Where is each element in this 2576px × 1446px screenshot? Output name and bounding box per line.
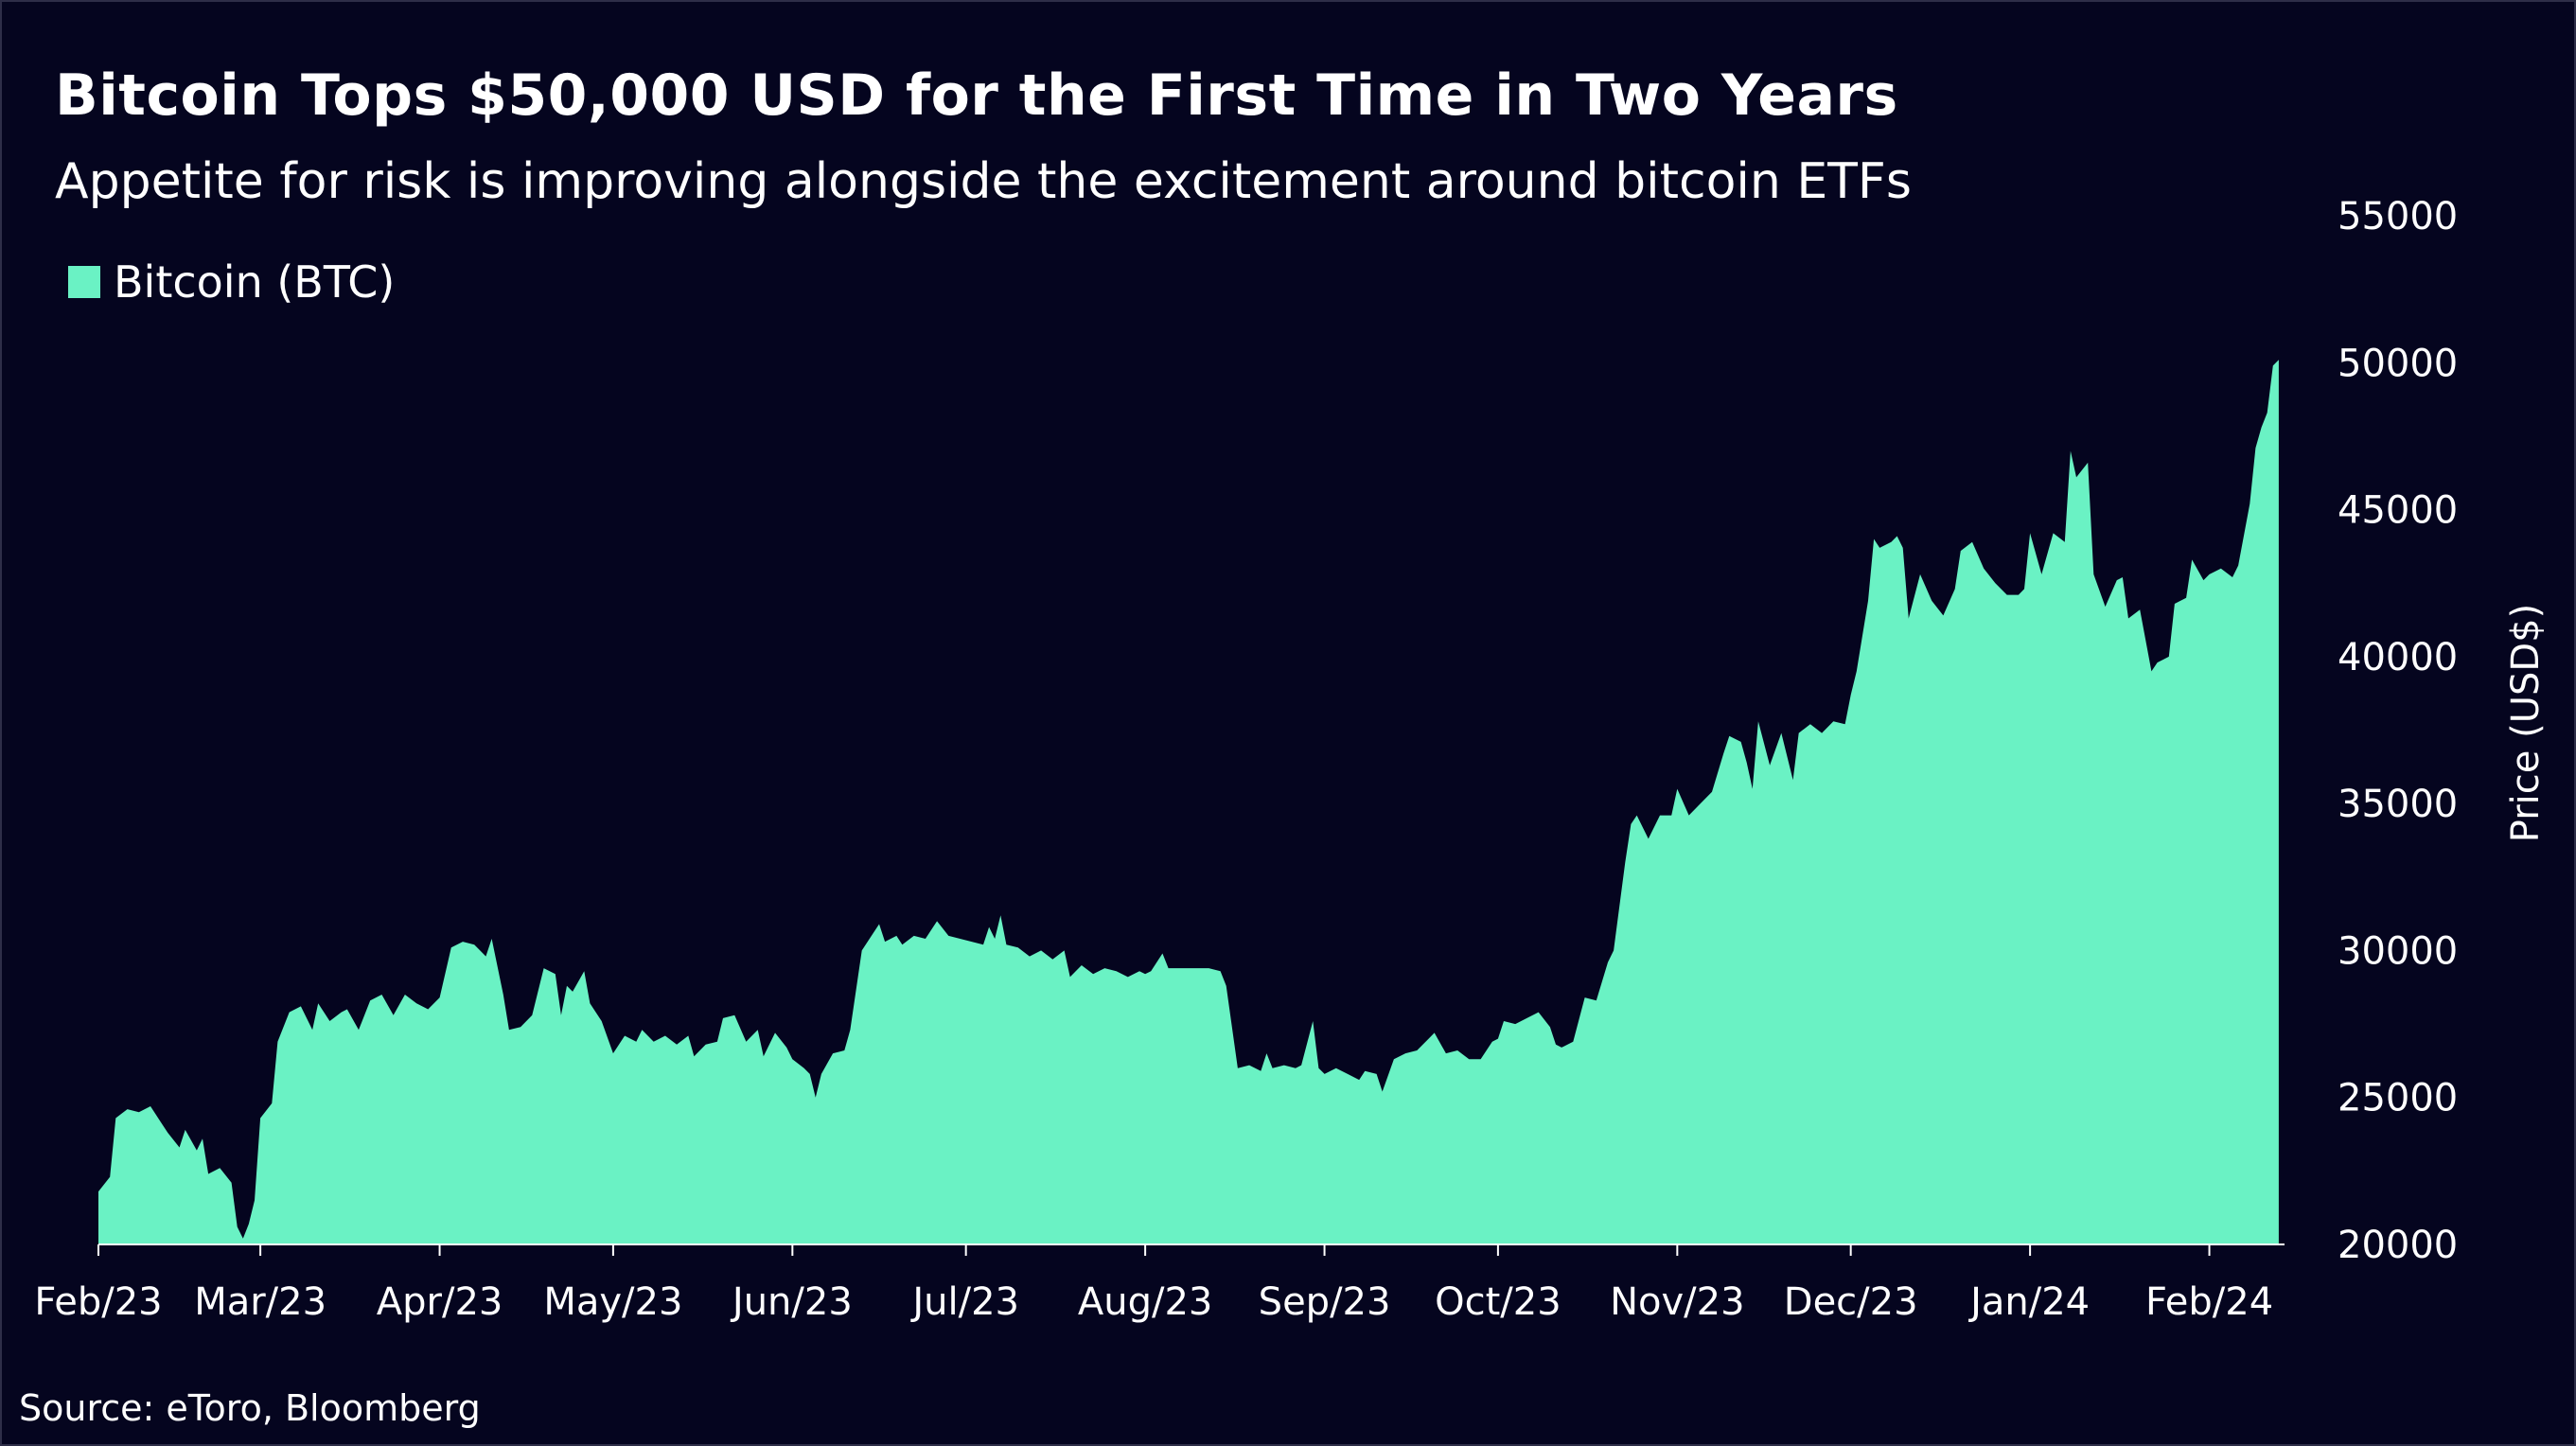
y-tick-label: 50000 [2338,342,2458,385]
x-tick-label: Aug/23 [1078,1280,1212,1324]
x-tick-label: Jun/23 [730,1280,853,1324]
y-tick-label: 55000 [2338,195,2458,238]
legend-swatch [68,266,100,298]
x-tick-label: Jan/24 [1967,1280,2090,1324]
y-tick-label: 25000 [2338,1077,2458,1120]
y-tick-label: 40000 [2338,636,2458,679]
x-tick-label: Apr/23 [377,1280,503,1324]
y-axis-label: Price (USD$) [2504,604,2548,842]
x-tick-label: Feb/24 [2145,1280,2273,1324]
x-tick-label: Jul/23 [909,1280,1019,1324]
x-tick-label: Feb/23 [34,1280,162,1324]
legend: Bitcoin (BTC) [68,252,395,312]
chart-title: Bitcoin Tops $50,000 USD for the First T… [55,62,1898,129]
y-tick-label: 20000 [2338,1224,2458,1267]
series-area-0 [98,360,2279,1244]
y-tick-label: 35000 [2338,783,2458,826]
x-tick-label: Oct/23 [1435,1280,1561,1324]
y-tick-label: 45000 [2338,489,2458,533]
chart-subtitle: Appetite for risk is improving alongside… [55,153,1912,210]
x-tick-label: Sep/23 [1259,1280,1391,1324]
x-tick-label: Dec/23 [1784,1280,1918,1324]
legend-label: Bitcoin (BTC) [114,256,396,308]
y-tick-label: 30000 [2338,929,2458,973]
x-tick-label: May/23 [543,1280,682,1324]
source-note: Source: eToro, Bloomberg [19,1387,481,1429]
x-tick-label: Nov/23 [1610,1280,1744,1324]
x-tick-label: Mar/23 [194,1280,326,1324]
